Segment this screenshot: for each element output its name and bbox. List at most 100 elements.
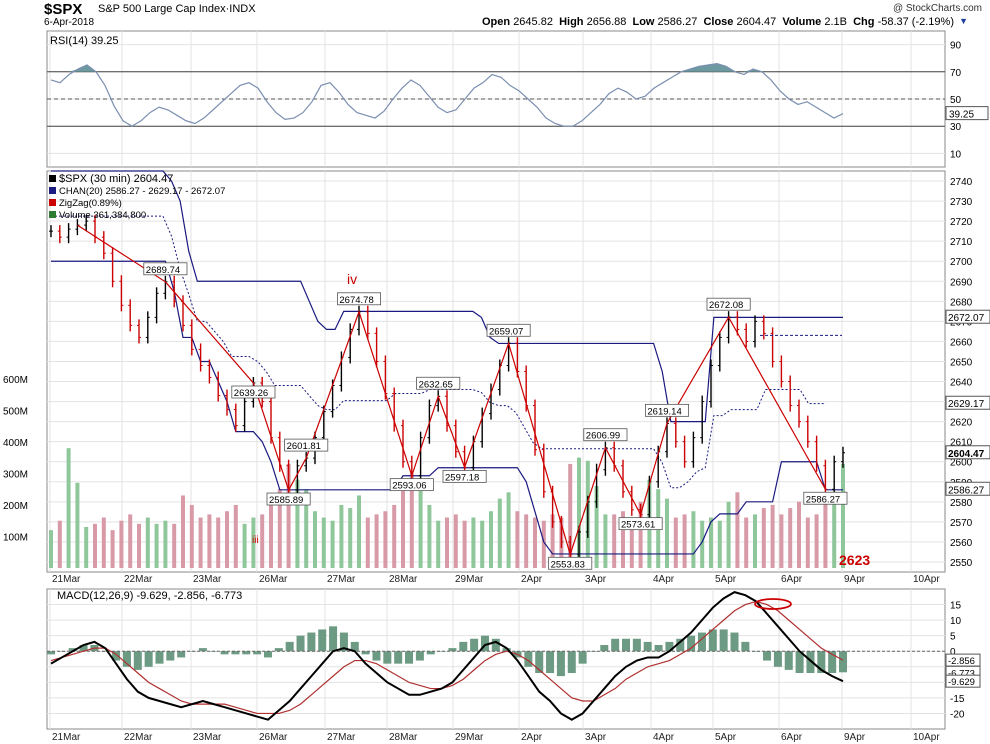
x-tick-label-bottom: 22Mar xyxy=(124,732,153,743)
macd-hist-bar xyxy=(57,651,66,652)
x-tick-label: 28Mar xyxy=(389,574,418,585)
x-tick-label: 5Apr xyxy=(715,574,737,585)
price-tag-box xyxy=(945,445,990,460)
y-tick-label: 2700 xyxy=(950,257,973,268)
macd-hist-bar xyxy=(122,651,131,667)
y-tick-label: 10 xyxy=(950,616,962,627)
volume-tick-label: 100M xyxy=(3,532,28,543)
y-tick-label: 2730 xyxy=(950,197,973,208)
volume-bar xyxy=(154,523,159,568)
volume-bar xyxy=(357,495,361,568)
price-tag-text: 2604.47 xyxy=(948,449,985,460)
volume-tick-label: 200M xyxy=(3,501,28,512)
y-tick-label: 2620 xyxy=(950,418,973,429)
brand-watermark: @ StockCharts.com xyxy=(892,3,982,14)
swing-label: 2672.08 xyxy=(709,300,743,311)
swing-label: 2553.83 xyxy=(551,559,585,570)
volume-bar xyxy=(524,514,529,568)
volume-bar xyxy=(445,517,449,568)
macd-hist-bar xyxy=(68,648,77,652)
swing-label-box xyxy=(486,323,531,337)
volume-bar xyxy=(471,517,476,568)
macd-hist-bar xyxy=(665,641,674,652)
volume-bar xyxy=(84,527,89,568)
volume-bar xyxy=(207,514,212,568)
macd-hist-bar xyxy=(567,651,576,673)
volume-bar xyxy=(814,514,819,568)
low-value: 2586.27 xyxy=(657,16,698,28)
x-tick-label-bottom: 28Mar xyxy=(389,732,418,743)
x-tick-label-bottom: 10Apr xyxy=(913,732,940,743)
triangle-down-icon[interactable]: ▼ xyxy=(959,16,968,26)
macd-hist-bar xyxy=(459,641,468,652)
price-tag-box xyxy=(945,395,990,410)
swing-label-box xyxy=(645,403,690,417)
macd-value-text: -6.773 xyxy=(948,668,975,679)
macd-hist-bar xyxy=(177,651,186,658)
macd-hist-bar xyxy=(285,641,294,652)
macd-hist-bar xyxy=(231,651,240,655)
price-tag-box xyxy=(945,309,990,324)
volume-bar xyxy=(49,530,53,568)
volume-bar xyxy=(436,520,441,568)
macd-hist-bar xyxy=(448,648,457,652)
x-tick-label: 27Mar xyxy=(327,574,356,585)
volume-bar xyxy=(163,520,168,568)
swing-label: 2585.89 xyxy=(269,495,303,506)
macd-hist-bar xyxy=(242,651,251,655)
swing-label: 2573.61 xyxy=(621,520,655,531)
x-tick-label: 22Mar xyxy=(124,574,153,585)
rsi-value-text: 39.25 xyxy=(949,110,974,121)
y-tick-label: -20 xyxy=(950,709,965,720)
macd-hist-bar xyxy=(708,629,717,652)
low-label: Low xyxy=(632,16,655,28)
volume-bar xyxy=(66,448,71,568)
x-tick-label-bottom: 23Mar xyxy=(193,732,222,743)
macd-hist-bar xyxy=(546,651,555,673)
volume-bar xyxy=(277,489,282,568)
y-tick-label: 15 xyxy=(950,601,962,612)
macd-hist-bar xyxy=(719,629,728,652)
swing-label-box xyxy=(583,428,628,442)
x-tick-label: 2Apr xyxy=(521,574,543,585)
volume-bar xyxy=(779,514,784,568)
macd-hist-bar xyxy=(263,651,272,658)
volume-bar xyxy=(172,523,177,568)
volume-bar xyxy=(673,517,678,568)
macd-hist-bar xyxy=(394,651,403,664)
macd-hist-bar xyxy=(405,651,414,664)
price-tag-text: 2672.07 xyxy=(948,313,985,324)
volume-bar xyxy=(365,517,370,568)
channel-lower-line xyxy=(51,260,843,555)
macd-hist-bar xyxy=(166,651,175,661)
volume-bar xyxy=(137,523,141,568)
volume-bar xyxy=(304,489,309,568)
volume-bar xyxy=(409,473,414,568)
y-tick-label: 10 xyxy=(950,149,962,160)
volume-bar xyxy=(489,511,493,568)
macd-hist-bar xyxy=(676,638,685,652)
macd-hist-bar xyxy=(47,651,55,655)
price-tag-text: 2629.17 xyxy=(948,399,985,410)
rsi-value-tag xyxy=(945,106,989,121)
volume-bar xyxy=(515,511,520,568)
volume-bar xyxy=(57,520,62,568)
macd-value-text: -9.629 xyxy=(948,677,975,688)
rsi-line xyxy=(50,63,844,127)
macd-hist-bar xyxy=(502,648,511,652)
macd-hist-bar xyxy=(101,651,110,652)
macd-hist-bar xyxy=(784,651,793,670)
x-tick-label: 4Apr xyxy=(653,574,675,585)
x-tick-label: 26Mar xyxy=(259,574,288,585)
swing-label: 2674.78 xyxy=(339,295,373,306)
macd-hist-bar xyxy=(470,638,479,652)
macd-hist-bar xyxy=(795,651,804,673)
macd-signal-line xyxy=(50,600,844,715)
volume-bar xyxy=(700,520,705,568)
close-label: Close xyxy=(703,16,734,28)
volume-bar xyxy=(462,520,467,568)
x-tick-label-bottom: 9Apr xyxy=(844,732,866,743)
volume-bar xyxy=(330,520,335,568)
macd-hist-bar xyxy=(415,651,424,661)
y-tick-label: 2600 xyxy=(950,458,973,469)
